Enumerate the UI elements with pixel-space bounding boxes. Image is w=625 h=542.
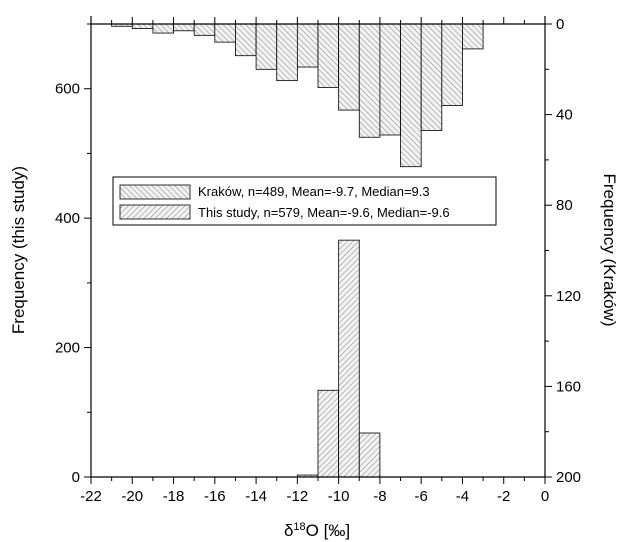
bar-krakow bbox=[276, 23, 298, 82]
y-right-tick-label: 120 bbox=[556, 288, 581, 305]
x-tick-label: -20 bbox=[121, 488, 143, 505]
bar-krakow bbox=[214, 23, 236, 43]
y-right-tick-label: 0 bbox=[556, 16, 564, 33]
bar-this-study bbox=[317, 389, 340, 478]
y-axis-right-title: Frequency (Kraków) bbox=[600, 173, 619, 326]
x-tick-label: 0 bbox=[541, 488, 549, 505]
y-right-tick-label: 80 bbox=[556, 197, 573, 214]
x-tick-label: -22 bbox=[80, 488, 102, 505]
x-tick-label: -14 bbox=[245, 488, 267, 505]
x-axis-title: δ18O [‰] bbox=[284, 521, 350, 540]
bar-this-study bbox=[338, 239, 360, 478]
y-left-tick-label: 200 bbox=[55, 340, 80, 357]
y-right-tick-label: 160 bbox=[556, 378, 581, 395]
y-right-tick-label: 40 bbox=[556, 107, 573, 124]
bar-krakow bbox=[173, 23, 195, 32]
this-study-bars bbox=[296, 239, 381, 478]
x-tick-label: -6 bbox=[415, 488, 428, 505]
bar-krakow bbox=[420, 23, 443, 131]
bar-krakow bbox=[152, 23, 174, 34]
bar-krakow bbox=[296, 23, 319, 68]
bar-krakow bbox=[193, 23, 216, 36]
legend-swatch-krakow bbox=[119, 184, 191, 200]
x-tick-label: -8 bbox=[373, 488, 386, 505]
x-tick-label: -12 bbox=[287, 488, 309, 505]
bar-krakow bbox=[131, 23, 154, 29]
legend-label-this-study: This study, n=579, Mean=-9.6, Median=-9.… bbox=[198, 205, 450, 220]
bar-krakow bbox=[255, 23, 278, 70]
legend-label-krakow: Kraków, n=489, Mean=-9.7, Median=9.3 bbox=[198, 184, 430, 199]
bar-krakow bbox=[358, 23, 381, 138]
x-tick-label: -4 bbox=[456, 488, 469, 505]
krakow-bars bbox=[111, 23, 484, 168]
y-right-tick-label: 200 bbox=[556, 469, 581, 486]
bar-krakow bbox=[338, 23, 360, 111]
y-left-tick-label: 0 bbox=[72, 469, 80, 486]
y-left-tick-label: 600 bbox=[55, 81, 80, 98]
bar-krakow bbox=[379, 23, 401, 136]
bar-krakow bbox=[462, 23, 484, 50]
x-tick-label: -2 bbox=[497, 488, 510, 505]
legend-swatch-this-study bbox=[119, 204, 191, 220]
bar-krakow bbox=[441, 23, 463, 106]
x-tick-label: -16 bbox=[204, 488, 226, 505]
y-axis-left-title: Frequency (this study) bbox=[9, 166, 28, 334]
bar-krakow bbox=[400, 23, 422, 168]
x-tick-label: -10 bbox=[328, 488, 350, 505]
bar-this-study bbox=[358, 432, 381, 478]
y-left-tick-label: 400 bbox=[55, 210, 80, 227]
ticks: -22 -20 -18 -16 -14 -12 -10 -8 -6 -4 -2 00200400600… bbox=[55, 16, 581, 505]
legend: Kraków, n=489, Mean=-9.7, Median=9.3 Thi… bbox=[112, 176, 497, 226]
x-tick-label: -18 bbox=[163, 488, 185, 505]
bar-krakow bbox=[317, 23, 340, 88]
bar-krakow bbox=[235, 23, 257, 57]
